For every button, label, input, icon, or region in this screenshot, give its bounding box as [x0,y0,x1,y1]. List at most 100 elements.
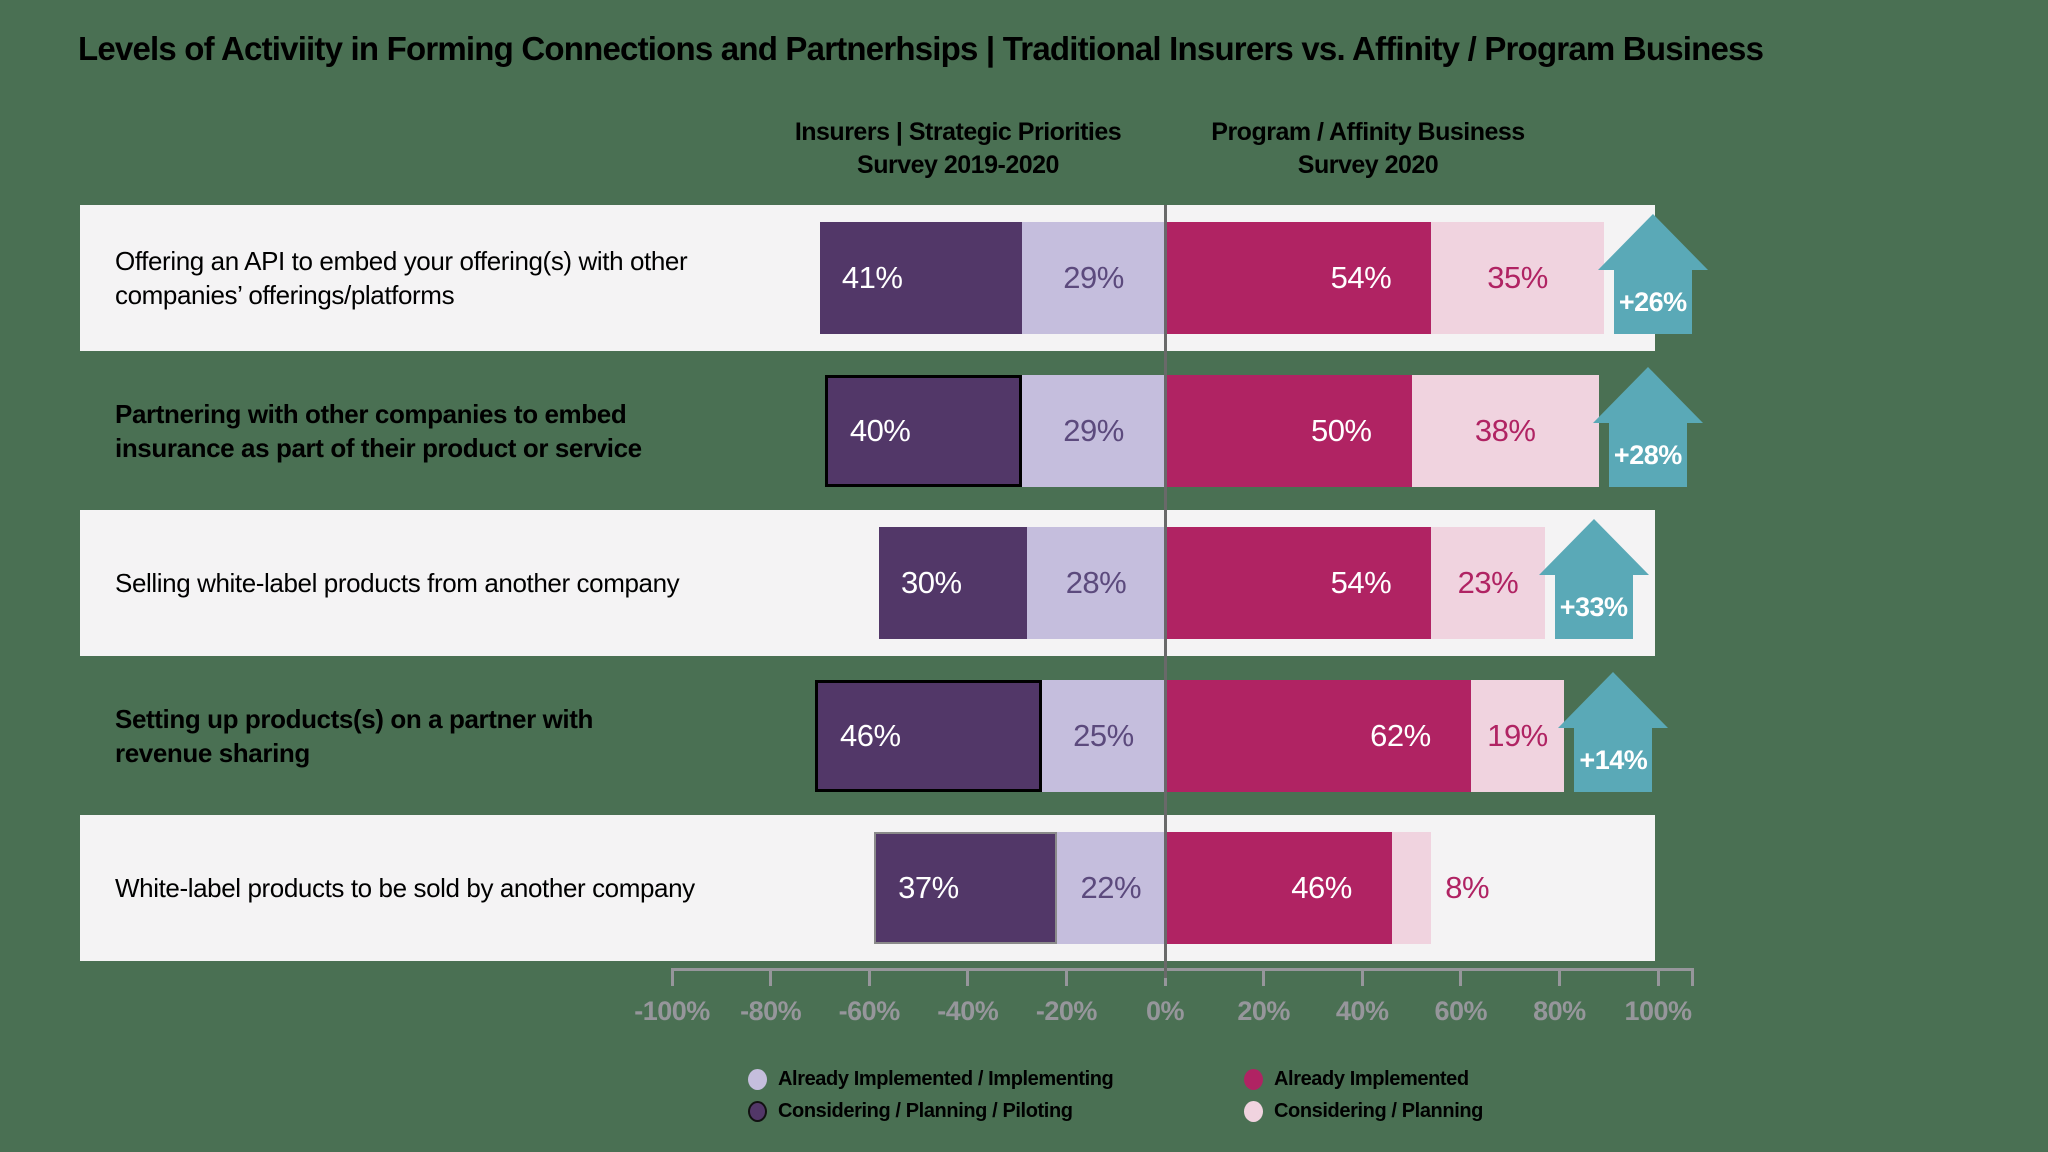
delta-arrow-body: +14% [1574,728,1653,792]
axis-tick [1262,968,1266,986]
row-label: Partnering with other companies to embed… [115,399,642,463]
axis-line [672,968,1694,971]
center-divider [1163,205,1167,978]
legend-label: Considering / Planning [1274,1100,1483,1122]
bar-value: 38% [1474,413,1536,448]
delta-label: +28% [1613,439,1682,470]
bar-program-considering: 23% [1431,527,1545,639]
bar-value: 40% [849,413,911,448]
left-column-header: Insurers | Strategic Priorities Survey 2… [698,116,1218,182]
right-column-header: Program / Affinity Business Survey 2020 [1108,116,1628,182]
bar-value: 28% [1065,565,1127,600]
legend-program: Already Implemented Considering / Plannin… [1244,1066,1483,1125]
delta-arrow-body: +28% [1608,423,1687,487]
bar-value: 29% [1063,260,1124,295]
bar-value: 25% [1073,718,1134,753]
legend-dot-icon [748,1101,767,1122]
bar-insurers-considering: 37% [874,832,1057,944]
delta-arrow-icon: +26% [1597,214,1708,334]
bar-value: 54% [1330,260,1392,295]
axis-tick-label: 0% [1145,996,1185,1026]
bar-insurers-implemented: 22% [1056,832,1165,944]
axis-tick-label: 100% [1624,996,1692,1026]
legend-dot-icon [1244,1069,1263,1090]
bar-value: 46% [839,718,901,753]
bar-program-considering: 38% [1411,375,1599,487]
bar-program-implemented: 62% [1165,680,1471,792]
delta-label: +33% [1559,591,1628,622]
axis-tick [966,968,970,986]
delta-arrow-icon: +14% [1558,672,1669,792]
legend-label: Already Implemented [1274,1068,1469,1090]
legend-item: Considering / Planning / Piloting [748,1098,1113,1125]
delta-label: +26% [1618,286,1687,317]
delta-label: +14% [1579,744,1648,775]
axis-tick-label: -60% [838,996,901,1026]
legend-insurers: Already Implemented / Implementing Consid… [748,1066,1114,1125]
axis-tick-label: 80% [1533,996,1586,1026]
bar-program-implemented: 50% [1165,375,1412,487]
delta-arrow-head-icon [1538,519,1649,575]
left-column-header-line1: Insurers | Strategic Priorities [794,118,1122,146]
axis-tick-label: -100% [634,996,710,1026]
delta-arrow-head-icon [1558,672,1669,728]
bar-value: 22% [1080,870,1142,905]
right-column-header-line1: Program / Affinity Business [1211,118,1525,146]
bar-value: 41% [841,260,903,295]
row-label: White-label products to be sold by anoth… [115,873,695,903]
bar-insurers-considering: 41% [819,222,1023,334]
chart-title: Levels of Activiity in Forming Connectio… [78,30,1764,67]
axis-tick-label: 60% [1434,996,1488,1026]
row-label: Offering an API to embed your offering(s… [115,246,688,310]
bar-insurers-considering: 40% [824,375,1023,487]
axis-tick [1360,968,1364,986]
bar-program-considering: 35% [1431,222,1604,334]
axis-tick [867,968,871,986]
bar-program-considering: 19% [1470,680,1565,792]
bar-value: 29% [1063,413,1124,448]
bar-value: 19% [1487,718,1548,753]
delta-arrow-head-icon [1592,367,1703,423]
row-label: Setting up products(s) on a partner with… [115,704,594,768]
legend-item: Considering / Planning [1244,1098,1483,1125]
bar-program-implemented: 54% [1165,222,1432,334]
left-column-header-line2: Survey 2019-2020 [857,151,1059,179]
legend-item: Already Implemented [1244,1066,1483,1093]
legend-dot-icon [1244,1101,1263,1122]
axis-tick [1557,968,1561,986]
axis-tick [1459,968,1463,986]
legend-label: Considering / Planning / Piloting [778,1100,1073,1122]
row-label: Selling white-label products from anothe… [115,568,680,598]
delta-arrow-body: +26% [1613,270,1692,334]
bar-value: 23% [1457,565,1519,600]
legend-label: Already Implemented / Implementing [778,1068,1114,1090]
bar-insurers-implemented: 28% [1026,527,1165,639]
bar-value: 54% [1330,565,1392,600]
bar-program-implemented: 46% [1165,832,1392,944]
delta-arrow-icon: +33% [1538,519,1649,639]
bar-value: 35% [1487,260,1548,295]
bar-value: 30% [901,565,962,600]
axis-tick [769,968,773,986]
bar-program-considering [1391,832,1432,944]
bar-value: 62% [1370,718,1431,753]
bar-value: 50% [1310,413,1372,448]
bar-insurers-considering: 46% [814,680,1042,792]
axis-tick [670,968,674,986]
axis-tick-label: 40% [1335,996,1389,1026]
bar-insurers-implemented: 29% [1022,375,1165,487]
legend-item: Already Implemented / Implementing [748,1066,1114,1093]
axis-tick [1064,968,1068,986]
bar-value: 46% [1291,870,1352,905]
bar-insurers-considering: 30% [879,527,1027,639]
bar-insurers-implemented: 25% [1041,680,1165,792]
bar-value: 37% [898,870,959,905]
bar-program-implemented: 54% [1165,527,1432,639]
legend-dot-icon [748,1069,767,1090]
delta-arrow-head-icon [1597,214,1708,270]
bar-value-outside: 8% [1445,870,1490,905]
axis-tick [1656,968,1660,986]
delta-arrow-icon: +28% [1592,367,1703,487]
bar-insurers-implemented: 29% [1022,222,1165,334]
